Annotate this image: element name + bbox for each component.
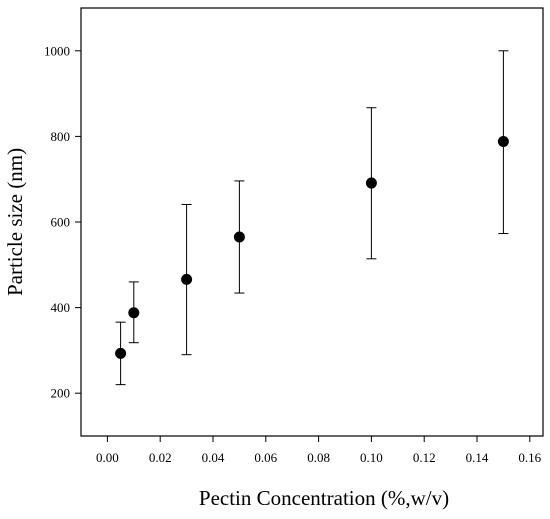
data-point xyxy=(497,136,509,148)
x-tick-label: 0.02 xyxy=(149,450,172,465)
x-tick-label: 0.04 xyxy=(202,450,225,465)
y-tick-label: 600 xyxy=(51,215,71,230)
y-tick-label: 800 xyxy=(51,129,71,144)
data-point xyxy=(233,231,245,243)
y-tick-label: 200 xyxy=(51,386,71,401)
data-point xyxy=(128,307,140,319)
data-point xyxy=(181,273,193,285)
x-tick-label: 0.16 xyxy=(518,450,541,465)
x-tick-label: 0.08 xyxy=(307,450,330,465)
x-tick-label: 0.06 xyxy=(254,450,277,465)
x-tick-label: 0.00 xyxy=(96,450,119,465)
x-tick-label: 0.14 xyxy=(466,450,489,465)
plot-frame xyxy=(80,7,544,437)
y-tick-label: 1000 xyxy=(44,43,70,58)
data-point xyxy=(115,347,127,359)
y-tick-label: 400 xyxy=(51,300,71,315)
y-axis-title: Particle size (nm) xyxy=(3,148,27,296)
x-tick-label: 0.12 xyxy=(413,450,436,465)
x-axis-title: Pectin Concentration (%,w/v) xyxy=(199,486,449,510)
x-tick-label: 0.10 xyxy=(360,450,383,465)
data-point xyxy=(365,177,377,189)
